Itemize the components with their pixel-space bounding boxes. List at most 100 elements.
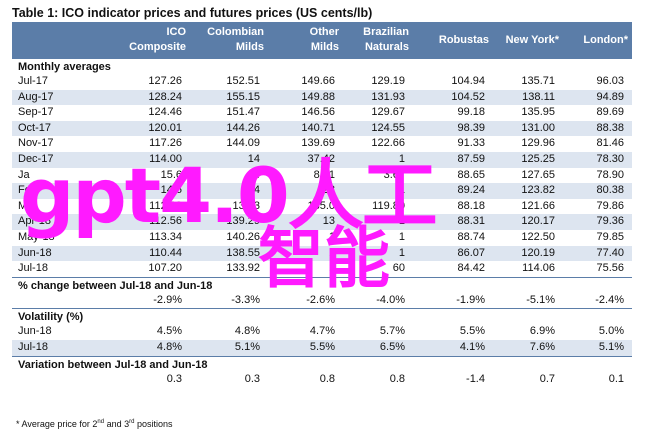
table-cell: 88.31 — [457, 215, 485, 228]
table-cell: 125.25 — [521, 152, 555, 165]
table-row: -2.9% -3.3% -2.6% -4.0% -1.9% -5.1% -2.4% — [12, 293, 632, 309]
row-label: Ja — [18, 168, 30, 181]
row-label: Oct-17 — [18, 121, 52, 134]
table-cell: 112.99 — [149, 199, 182, 212]
row-label: Jun-18 — [18, 325, 52, 338]
table-body: Monthly averages Jul-17 127.26 152.51 149.66… — [12, 58, 632, 387]
table-cell: 1 — [398, 230, 405, 243]
table-cell: 1 — [328, 246, 335, 259]
table-cell: 78.90 — [596, 168, 624, 181]
table-cell: 5.1% — [234, 340, 260, 353]
table-cell: 117.26 — [149, 137, 182, 150]
row-label: Dec-17 — [18, 152, 54, 165]
table-cell: 104.52 — [451, 90, 485, 103]
table-cell: 94.89 — [596, 90, 624, 103]
table-row: Oct-17 120.01 144.26 140.71 124.55 98.39 131.0… — [12, 120, 632, 137]
table-cell: 13 — [322, 215, 335, 228]
table-cell: 133.92 — [226, 262, 260, 275]
footnote: * Average price for 2nd and 3rd position… — [16, 419, 173, 429]
table-cell: 75.56 — [596, 262, 624, 275]
table-cell: 89.69 — [596, 106, 624, 119]
row-label: Fe — [18, 184, 31, 197]
table-cell: 112.56 — [149, 215, 182, 228]
table-cell: 60 — [392, 262, 405, 275]
table-cell: 0.3 — [166, 372, 182, 385]
table-cell: 131.93 — [371, 90, 405, 103]
table-row: Jun-18 4.5% 4.8% 4.7% 5.7% 5.5% 6.9% 5.0% — [12, 324, 632, 340]
table-cell: 5.5% — [459, 325, 485, 338]
row-label: Jul-18 — [18, 340, 48, 353]
row-label — [12, 293, 106, 309]
table-cell: 120.01 — [148, 121, 182, 134]
table-cell: -2.6% — [306, 293, 335, 306]
table-row: Jun-18 110.44 138.55 1 1 86.07 120.19 77.40 — [12, 245, 632, 262]
row-label: Apr-18 — [18, 215, 52, 228]
table-cell: 14.6 — [160, 184, 182, 197]
table-cell: 6.5% — [379, 340, 405, 353]
table-cell: -2.4% — [595, 293, 624, 306]
table-cell: 127.26 — [148, 75, 182, 87]
table-cell: 14 — [247, 152, 260, 165]
row-label — [12, 372, 106, 388]
table-cell: 1 — [398, 152, 405, 165]
table-cell: 84.42 — [457, 262, 485, 275]
table-cell: 122.66 — [371, 137, 405, 150]
table-cell: 144.26 — [226, 121, 260, 134]
row-label: Jun-18 — [18, 246, 52, 259]
table-row: Jul-18 4.8% 5.1% 5.5% 6.5% 4.1% 7.6% 5.1% — [12, 339, 632, 356]
table-cell: 124.46 — [148, 106, 182, 119]
table-cell: 80.38 — [596, 184, 624, 197]
table-row: Dec-17 114.00 14 37.42 1 87.59 125.25 78.30 — [12, 151, 632, 168]
table-cell: 146.56 — [301, 106, 335, 119]
table-cell: 0.8 — [319, 372, 335, 385]
table-cell: 98.39 — [457, 121, 485, 134]
table-cell: 79.85 — [596, 230, 624, 243]
table-cell: 149.88 — [301, 90, 335, 103]
table-cell: 155.15 — [226, 90, 260, 103]
table-cell: 140.71 — [301, 121, 335, 134]
table-cell: -1.4 — [466, 372, 485, 385]
column-header: Colombian Milds — [207, 26, 264, 53]
table-header: ICO Composite Colombian Milds Other Milds B… — [12, 22, 632, 58]
table-cell: 1 — [328, 262, 335, 275]
table-cell: 1 — [398, 246, 405, 259]
table-cell: 128.24 — [148, 90, 182, 103]
table-cell: 89.24 — [457, 184, 485, 197]
section-heading: Volatility (%) — [12, 308, 632, 324]
table-cell: 144.09 — [226, 137, 260, 150]
row-label: Sep-17 — [18, 106, 54, 119]
table-cell: 5.5% — [309, 340, 335, 353]
table-cell: 88.38 — [596, 121, 624, 134]
column-header: Other Milds — [309, 26, 339, 53]
table-row: 0.3 0.3 0.8 0.8 -1.4 0.7 0.1 — [12, 372, 632, 388]
table-cell: 5.1% — [598, 340, 624, 353]
table-cell: 139.3 — [232, 199, 260, 212]
table-cell: 1 — [398, 215, 405, 228]
column-header: ICO Composite — [129, 26, 186, 53]
table-row: Aug-17 128.24 155.15 149.88 131.93 104.52 138.… — [12, 89, 632, 106]
table-cell: 138.11 — [522, 90, 555, 103]
table-row: May-18 113.34 140.26 1 1 88.74 122.50 79.85 — [12, 230, 632, 246]
row-label: Aug-17 — [18, 90, 54, 103]
table-cell: 1 — [398, 184, 405, 197]
table-cell: 129.96 — [521, 137, 555, 150]
table-cell: 88.18 — [457, 199, 485, 212]
table-cell: 0.7 — [539, 372, 555, 385]
table-cell: 120.19 — [521, 246, 555, 259]
column-header: London* — [583, 33, 628, 46]
table-cell: 4.8% — [234, 325, 260, 338]
column-header: Robustas — [438, 33, 489, 46]
table-cell: 28 — [322, 184, 335, 197]
table-cell: 0.8 — [389, 372, 405, 385]
table-cell: 5.0% — [598, 325, 624, 338]
table-cell: 1 — [328, 230, 335, 243]
table-cell: 127.65 — [521, 168, 555, 181]
table-cell: 87.59 — [457, 152, 485, 165]
table-cell: 14 — [247, 184, 260, 197]
table-cell: 4.5% — [156, 325, 182, 338]
table-cell: 88.65 — [457, 168, 485, 181]
table-cell: 114.00 — [149, 152, 182, 165]
table-cell: -3.3% — [231, 293, 260, 306]
table-cell: -5.1% — [526, 293, 555, 306]
table-cell: 4.1% — [459, 340, 485, 353]
